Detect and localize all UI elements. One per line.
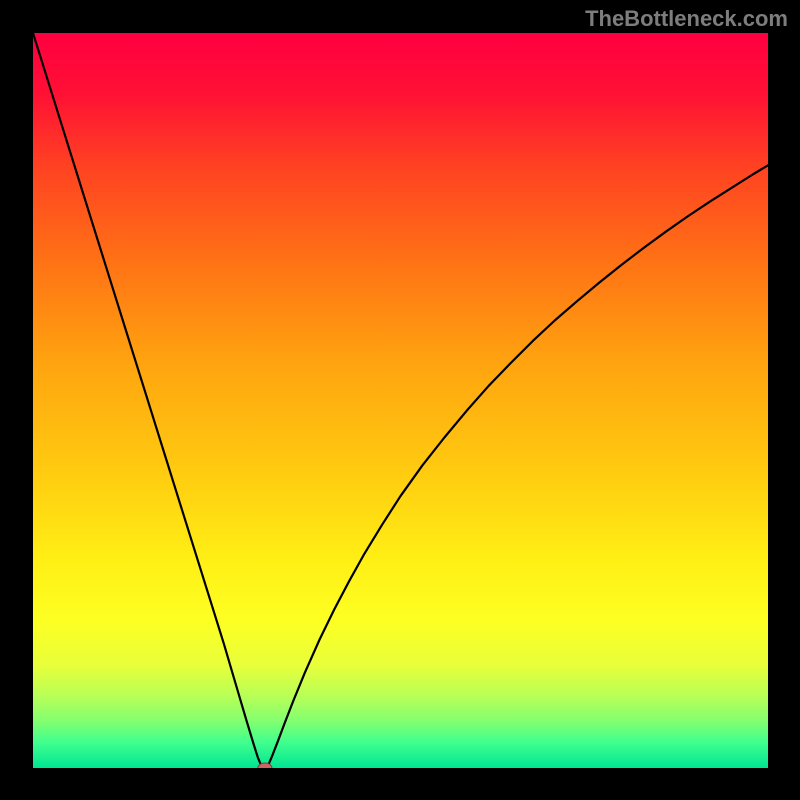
- watermark-text: TheBottleneck.com: [585, 6, 788, 32]
- chart-background: [33, 33, 768, 768]
- chart-plot-area: [33, 33, 768, 768]
- chart-svg: [33, 33, 768, 768]
